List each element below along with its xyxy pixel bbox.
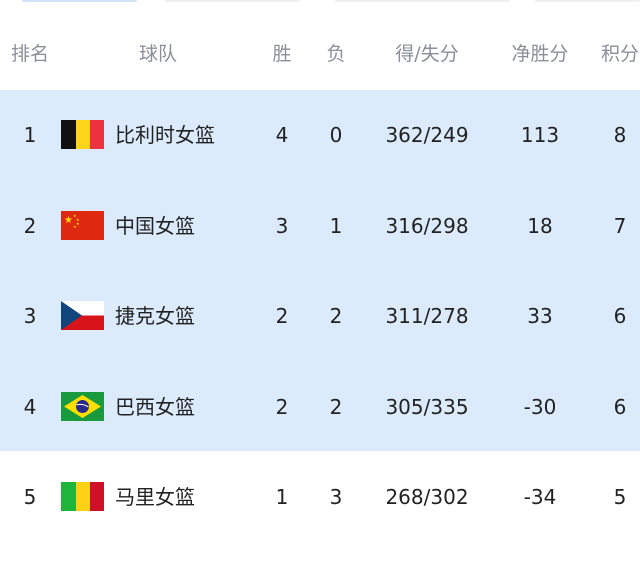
cell-losses: 2	[329, 394, 343, 419]
cell-score: 311/278	[385, 304, 469, 328]
team-name: 捷克女篮	[115, 304, 195, 328]
cell-wins: 2	[275, 394, 289, 419]
table-header: 排名 球队 胜 负 得/失分 净胜分 积分	[0, 36, 640, 72]
cell-wins: 3	[275, 213, 289, 238]
cell-losses: 1	[329, 213, 343, 238]
team-name: 巴西女篮	[115, 394, 195, 419]
cell-rank: 5	[23, 485, 37, 509]
cell-rank: 3	[23, 304, 37, 328]
header-points: 积分	[600, 43, 640, 65]
svg-text:★: ★	[73, 224, 77, 229]
cell-rank: 1	[23, 123, 37, 147]
cell-wins: 1	[275, 485, 289, 509]
qualified-highlight	[0, 90, 640, 451]
cell-points: 8	[613, 123, 627, 147]
tab-3[interactable]	[335, 0, 510, 2]
belgium-flag-icon	[61, 120, 104, 149]
header-rank: 排名	[10, 43, 50, 65]
cell-points: 6	[613, 394, 627, 419]
cell-net: 33	[527, 304, 553, 328]
mali-flag-icon	[61, 482, 104, 511]
header-team: 球队	[138, 43, 178, 65]
header-losses: 负	[326, 43, 346, 65]
table-row[interactable]: ★ ★ ★ ★ ★ 中国女篮 2 3 1 316/298 18 7	[0, 181, 640, 271]
cell-net: -34	[523, 485, 557, 509]
cell-losses: 0	[329, 123, 343, 147]
cell-wins: 2	[275, 304, 289, 328]
tab-4[interactable]	[535, 0, 640, 2]
czech-flag-icon	[61, 301, 104, 330]
cell-score: 305/335	[385, 394, 469, 419]
cell-score: 362/249	[385, 123, 469, 147]
table-row[interactable]: 马里女篮 5 1 3 268/302 -34 5	[0, 452, 640, 542]
cell-rank: 4	[23, 394, 37, 419]
svg-text:★: ★	[64, 215, 73, 226]
header-net: 净胜分	[511, 43, 569, 65]
header-score: 得/失分	[395, 43, 459, 65]
cell-wins: 4	[275, 123, 289, 147]
cell-net: -30	[523, 394, 557, 419]
header-wins: 胜	[272, 43, 292, 65]
tab-1[interactable]	[22, 0, 137, 2]
cell-score: 316/298	[385, 213, 469, 238]
cell-net: 18	[527, 213, 553, 238]
table-row[interactable]: 捷克女篮 3 2 2 311/278 33 6	[0, 271, 640, 361]
cell-points: 5	[613, 485, 627, 509]
team-name: 马里女篮	[115, 485, 195, 509]
svg-text:★: ★	[76, 217, 80, 222]
team-name: 比利时女篮	[115, 123, 215, 147]
brazil-flag-icon	[61, 391, 104, 421]
cell-net: 113	[520, 123, 560, 147]
china-flag-icon: ★ ★ ★ ★ ★	[61, 210, 104, 240]
tab-2[interactable]	[165, 0, 300, 2]
cell-rank: 2	[23, 213, 37, 238]
cell-points: 7	[613, 213, 627, 238]
cell-points: 6	[613, 304, 627, 328]
table-row[interactable]: 比利时女篮 1 4 0 362/249 113 8	[0, 90, 640, 180]
team-name: 中国女篮	[115, 213, 195, 238]
cell-losses: 3	[329, 485, 343, 509]
cell-score: 268/302	[385, 485, 469, 509]
svg-text:★: ★	[73, 213, 77, 218]
svg-text:★: ★	[76, 221, 80, 226]
table-row[interactable]: 巴西女篮 4 2 2 305/335 -30 6	[0, 362, 640, 452]
cell-losses: 2	[329, 304, 343, 328]
